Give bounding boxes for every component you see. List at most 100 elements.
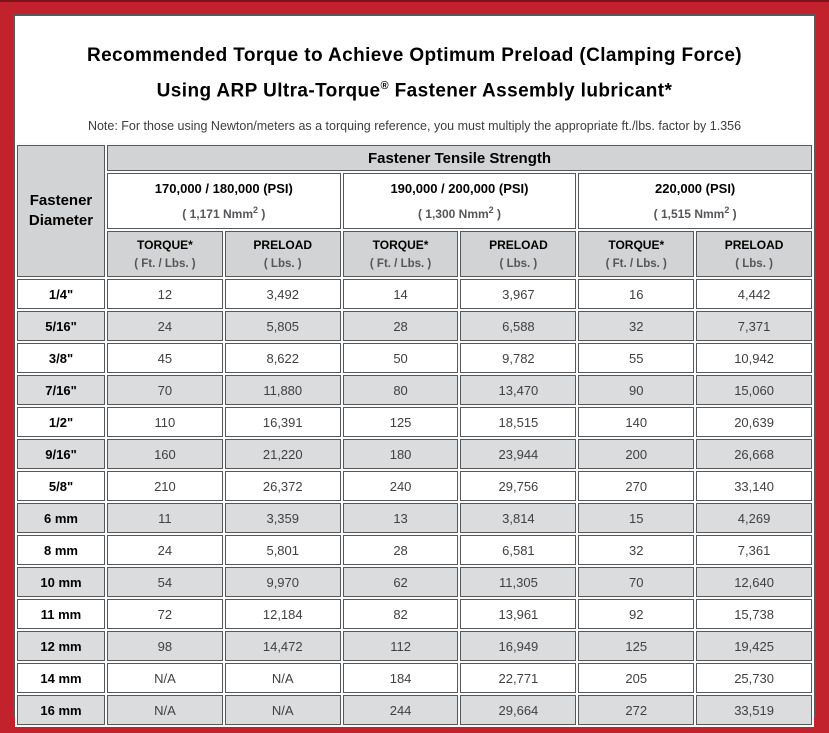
psi-value-3: 220,000 (PSI) [655, 181, 736, 196]
table-row: 1/2" 110 16,391 125 18,515 140 20,639 [17, 407, 812, 437]
preload-value-cell: 29,756 [460, 471, 577, 501]
preload-value-cell: 6,588 [460, 311, 577, 341]
preload-value-cell: 11,880 [224, 375, 341, 405]
table-row: 6 mm 11 3,359 13 3,814 15 4,269 [17, 503, 812, 533]
torque-value-cell: 110 [107, 407, 223, 437]
torque-value-cell: 240 [342, 471, 459, 501]
torque-value-cell: N/A [107, 663, 223, 693]
torque-value-cell: 80 [342, 375, 459, 405]
preload-value-cell: 29,664 [460, 695, 577, 725]
nmm-value-3: ( 1,515 Nmm2 ) [653, 205, 737, 221]
torque-value-cell: 24 [107, 535, 223, 565]
table-row: 9/16" 160 21,220 180 23,944 200 26,668 [17, 439, 812, 469]
torque-value-cell: 16 [578, 279, 695, 309]
fastener-diameter-cell: 7/16" [17, 375, 105, 405]
preload-value-cell: 16,949 [460, 631, 577, 661]
fastener-diameter-cell: 3/8" [17, 343, 105, 373]
table-row: 3/8" 45 8,622 50 9,782 55 10,942 [17, 343, 812, 373]
preload-value-cell: 26,372 [224, 471, 341, 501]
torque-value-cell: 184 [342, 663, 459, 693]
psi-value-2: 190,000 / 200,000 (PSI) [390, 181, 529, 196]
torque-value-cell: 244 [342, 695, 459, 725]
table-row: 10 mm 54 9,970 62 11,305 70 12,640 [17, 567, 812, 597]
preload-value-cell: 7,371 [696, 311, 812, 341]
fastener-diameter-cell: 1/2" [17, 407, 105, 437]
torque-value-cell: 180 [342, 439, 459, 469]
fastener-diameter-cell: 8 mm [17, 535, 105, 565]
fastener-diameter-cell: 16 mm [17, 695, 105, 725]
preload-value-cell: 12,640 [696, 567, 812, 597]
torque-value-cell: 90 [578, 375, 695, 405]
preload-value-cell: 3,814 [460, 503, 577, 533]
preload-value-cell: 6,581 [460, 535, 577, 565]
content-panel: Recommended Torque to Achieve Optimum Pr… [13, 14, 816, 727]
preload-value-cell: 4,269 [696, 503, 812, 533]
torque-value-cell: 24 [107, 311, 223, 341]
top-shade-line [0, 0, 829, 2]
preload-value-cell: 15,060 [696, 375, 812, 405]
tensile-strength-row: Fastener Diameter Fastener Tensile Stren… [17, 145, 812, 277]
preload-value-cell: 15,738 [696, 599, 812, 629]
table-row: 12 mm 98 14,472 112 16,949 125 19,425 [17, 631, 812, 661]
preload-column-header-2: PRELOAD ( Lbs. ) [460, 231, 577, 277]
preload-value-cell: 18,515 [460, 407, 577, 437]
preload-value-cell: 14,472 [224, 631, 341, 661]
title-line-2-tail: Fastener Assembly lubricant* [388, 80, 673, 102]
torque-value-cell: 160 [107, 439, 223, 469]
torque-value-cell: 112 [342, 631, 459, 661]
table-header: Fastener Diameter Fastener Tensile Stren… [17, 145, 812, 277]
torque-value-cell: 32 [578, 535, 695, 565]
torque-value-cell: 15 [578, 503, 695, 533]
torque-value-cell: 50 [342, 343, 459, 373]
title-line-2: Using ARP Ultra-Torque® Fastener Assembl… [15, 71, 814, 106]
title-line-1: Recommended Torque to Achieve Optimum Pr… [86, 45, 743, 66]
preload-value-cell: 22,771 [460, 663, 577, 693]
torque-value-cell: 125 [578, 631, 695, 661]
nmm-value-2: ( 1,300 Nmm2 ) [417, 205, 502, 221]
preload-value-cell: 9,782 [460, 343, 577, 373]
preload-value-cell: 8,622 [224, 343, 341, 373]
psi-group-header-2: 190,000 / 200,000 (PSI) ( 1,300 Nmm2 ) [342, 173, 577, 229]
preload-value-cell: 7,361 [696, 535, 812, 565]
note-text: Note: For those using Newton/meters as a… [87, 119, 742, 134]
torque-value-cell: 72 [107, 599, 223, 629]
preload-value-cell: 10,942 [696, 343, 812, 373]
preload-value-cell: 13,961 [460, 599, 577, 629]
torque-value-cell: N/A [107, 695, 223, 725]
torque-value-cell: 82 [342, 599, 459, 629]
torque-column-header-2: TORQUE* ( Ft. / Lbs. ) [342, 231, 459, 277]
unit-header-row: TORQUE* ( Ft. / Lbs. ) PRELOAD ( Lbs. ) … [17, 231, 812, 277]
preload-value-cell: 16,391 [224, 407, 341, 437]
preload-value-cell: 4,442 [696, 279, 812, 309]
psi-group-header-3: 220,000 (PSI) ( 1,515 Nmm2 ) [578, 173, 812, 229]
torque-value-cell: 205 [578, 663, 695, 693]
torque-value-cell: 32 [578, 311, 695, 341]
torque-value-cell: 28 [342, 311, 459, 341]
torque-value-cell: 210 [107, 471, 223, 501]
preload-value-cell: 12,184 [224, 599, 341, 629]
table-row: 7/16" 70 11,880 80 13,470 90 15,060 [17, 375, 812, 405]
fastener-diameter-header-line-1: Fastener [29, 192, 93, 209]
torque-value-cell: 270 [578, 471, 695, 501]
torque-value-cell: 62 [342, 567, 459, 597]
preload-value-cell: 5,801 [224, 535, 341, 565]
preload-value-cell: 25,730 [696, 663, 812, 693]
table-row: 14 mm N/A N/A 184 22,771 205 25,730 [17, 663, 812, 693]
tensile-strength-header: Fastener Tensile Strength [107, 145, 812, 171]
preload-value-cell: 9,970 [224, 567, 341, 597]
fastener-diameter-cell: 6 mm [17, 503, 105, 533]
fastener-diameter-cell: 1/4" [17, 279, 105, 309]
fastener-diameter-cell: 10 mm [17, 567, 105, 597]
preload-value-cell: 33,519 [696, 695, 812, 725]
torque-value-cell: 140 [578, 407, 695, 437]
fastener-diameter-cell: 5/16" [17, 311, 105, 341]
torque-value-cell: 70 [578, 567, 695, 597]
torque-value-cell: 272 [578, 695, 695, 725]
preload-value-cell: 3,492 [224, 279, 341, 309]
page-title: Recommended Torque to Achieve Optimum Pr… [15, 41, 814, 106]
preload-value-cell: N/A [224, 663, 341, 693]
torque-value-cell: 125 [342, 407, 459, 437]
table-row: 16 mm N/A N/A 244 29,664 272 33,519 [17, 695, 812, 725]
table-row: 11 mm 72 12,184 82 13,961 92 15,738 [17, 599, 812, 629]
